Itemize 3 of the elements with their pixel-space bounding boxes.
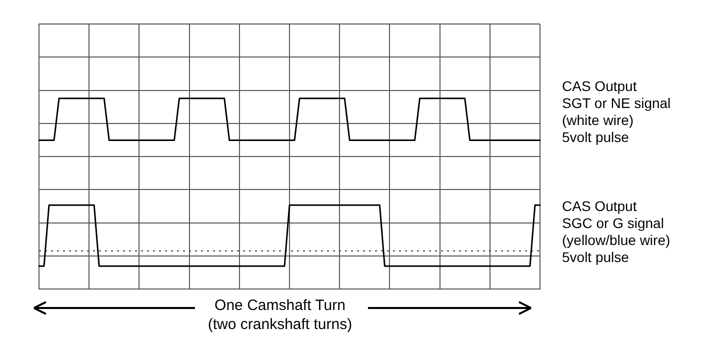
x-axis-title: One Camshaft Turn (two crankshaft turns) [206,296,354,334]
series-label: CAS Output SGT or NE signal (white wire) 5volt pulse [562,78,671,146]
series-label: CAS Output SGC or G signal (yellow/blue wire) 5volt pulse [562,198,670,266]
